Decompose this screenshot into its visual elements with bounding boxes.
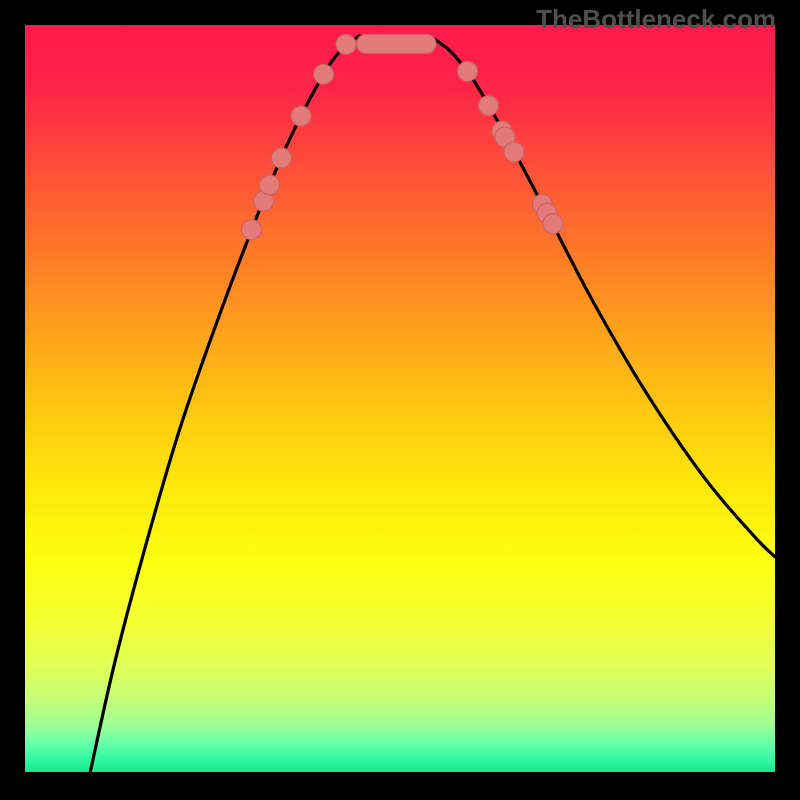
data-marker bbox=[336, 34, 356, 54]
data-marker bbox=[272, 148, 292, 168]
data-marker bbox=[543, 214, 563, 234]
plot-area bbox=[25, 25, 775, 772]
data-marker bbox=[242, 220, 262, 240]
chart-frame: TheBottleneck.com bbox=[0, 0, 800, 800]
data-marker bbox=[314, 64, 334, 84]
data-marker bbox=[504, 142, 524, 162]
data-marker bbox=[458, 61, 478, 81]
chart-svg bbox=[25, 25, 775, 772]
gradient-background bbox=[25, 25, 775, 772]
flat-segment-marker bbox=[357, 34, 437, 53]
watermark-text: TheBottleneck.com bbox=[536, 4, 776, 35]
data-marker bbox=[291, 106, 311, 126]
data-marker bbox=[260, 175, 280, 195]
data-marker bbox=[479, 96, 499, 116]
